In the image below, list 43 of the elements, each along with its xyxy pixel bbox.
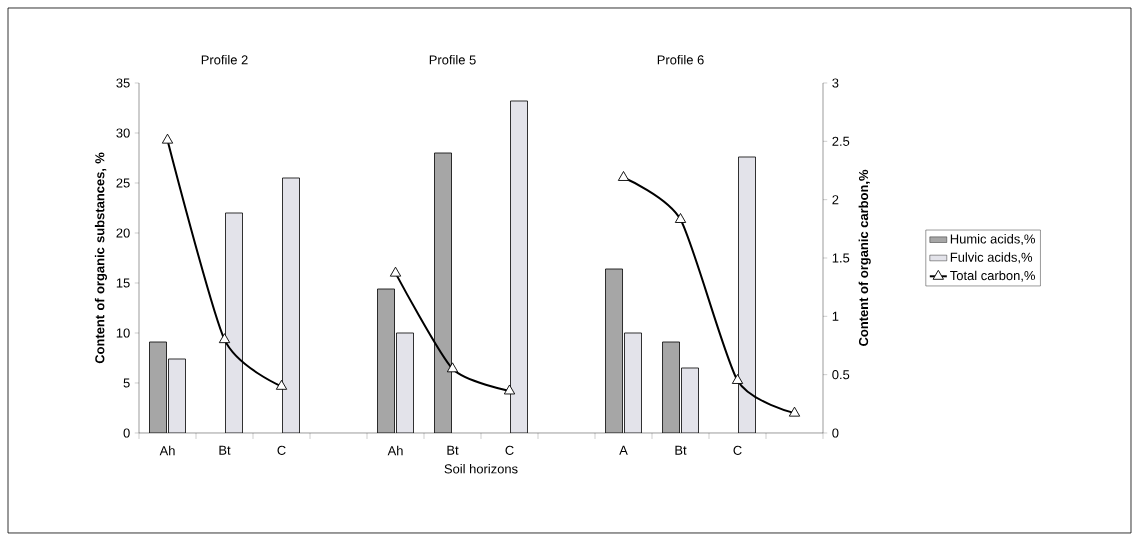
x-tick-label: Bt xyxy=(675,445,687,455)
point xyxy=(674,213,687,223)
y-tick-label: 0 xyxy=(123,428,130,438)
x-tick-label: Ah xyxy=(387,445,403,456)
y2-tick-label: 1.5 xyxy=(832,253,850,263)
text: Profile 6 xyxy=(657,54,704,65)
point xyxy=(446,362,459,373)
point xyxy=(218,333,231,344)
y2-tick-label: 2 xyxy=(832,195,839,205)
point xyxy=(161,133,174,144)
y-tick-label: 10 xyxy=(116,328,130,338)
y2-axis-title: Content of organic carbon,% xyxy=(858,169,871,346)
x-axis-title: Soil horizons xyxy=(444,463,518,474)
y-tick-label: 25 xyxy=(116,178,130,188)
y2-tick-label: 3 xyxy=(832,78,839,88)
point xyxy=(788,406,801,417)
y-tick-label: 20 xyxy=(116,228,130,238)
y-axis-title: Content of organic substances, % xyxy=(94,152,108,364)
x-tick-label: Bt xyxy=(447,445,459,455)
y-tick-label: 35 xyxy=(116,78,130,88)
y-tick-label: 5 xyxy=(123,378,130,388)
point xyxy=(731,374,744,384)
y2-tick-label: 0.5 xyxy=(832,370,850,380)
y-tick-label: 30 xyxy=(116,128,130,138)
legend-label: Total carbon,% xyxy=(950,270,1035,282)
y2-tick-label: 1 xyxy=(832,311,839,321)
x-tick-label: C xyxy=(505,445,514,455)
legend-label: Fulvic acids,% xyxy=(950,252,1033,264)
point xyxy=(275,379,288,390)
x-tick-label: C xyxy=(733,445,742,455)
point xyxy=(503,384,516,395)
legend-label: Humic acids,% xyxy=(950,234,1035,246)
y-tick-label: 15 xyxy=(116,278,130,288)
point xyxy=(617,171,630,181)
x-tick-label: Bt xyxy=(219,445,231,455)
x-tick-label: A xyxy=(619,445,628,455)
text: Profile 2 xyxy=(201,54,248,65)
x-tick-label: C xyxy=(277,445,286,455)
y2-tick-label: 2.5 xyxy=(832,136,850,146)
point xyxy=(389,266,402,277)
y2-tick-label: 0 xyxy=(832,428,839,438)
x-tick-label: Ah xyxy=(159,445,175,456)
text: Profile 5 xyxy=(429,54,476,65)
